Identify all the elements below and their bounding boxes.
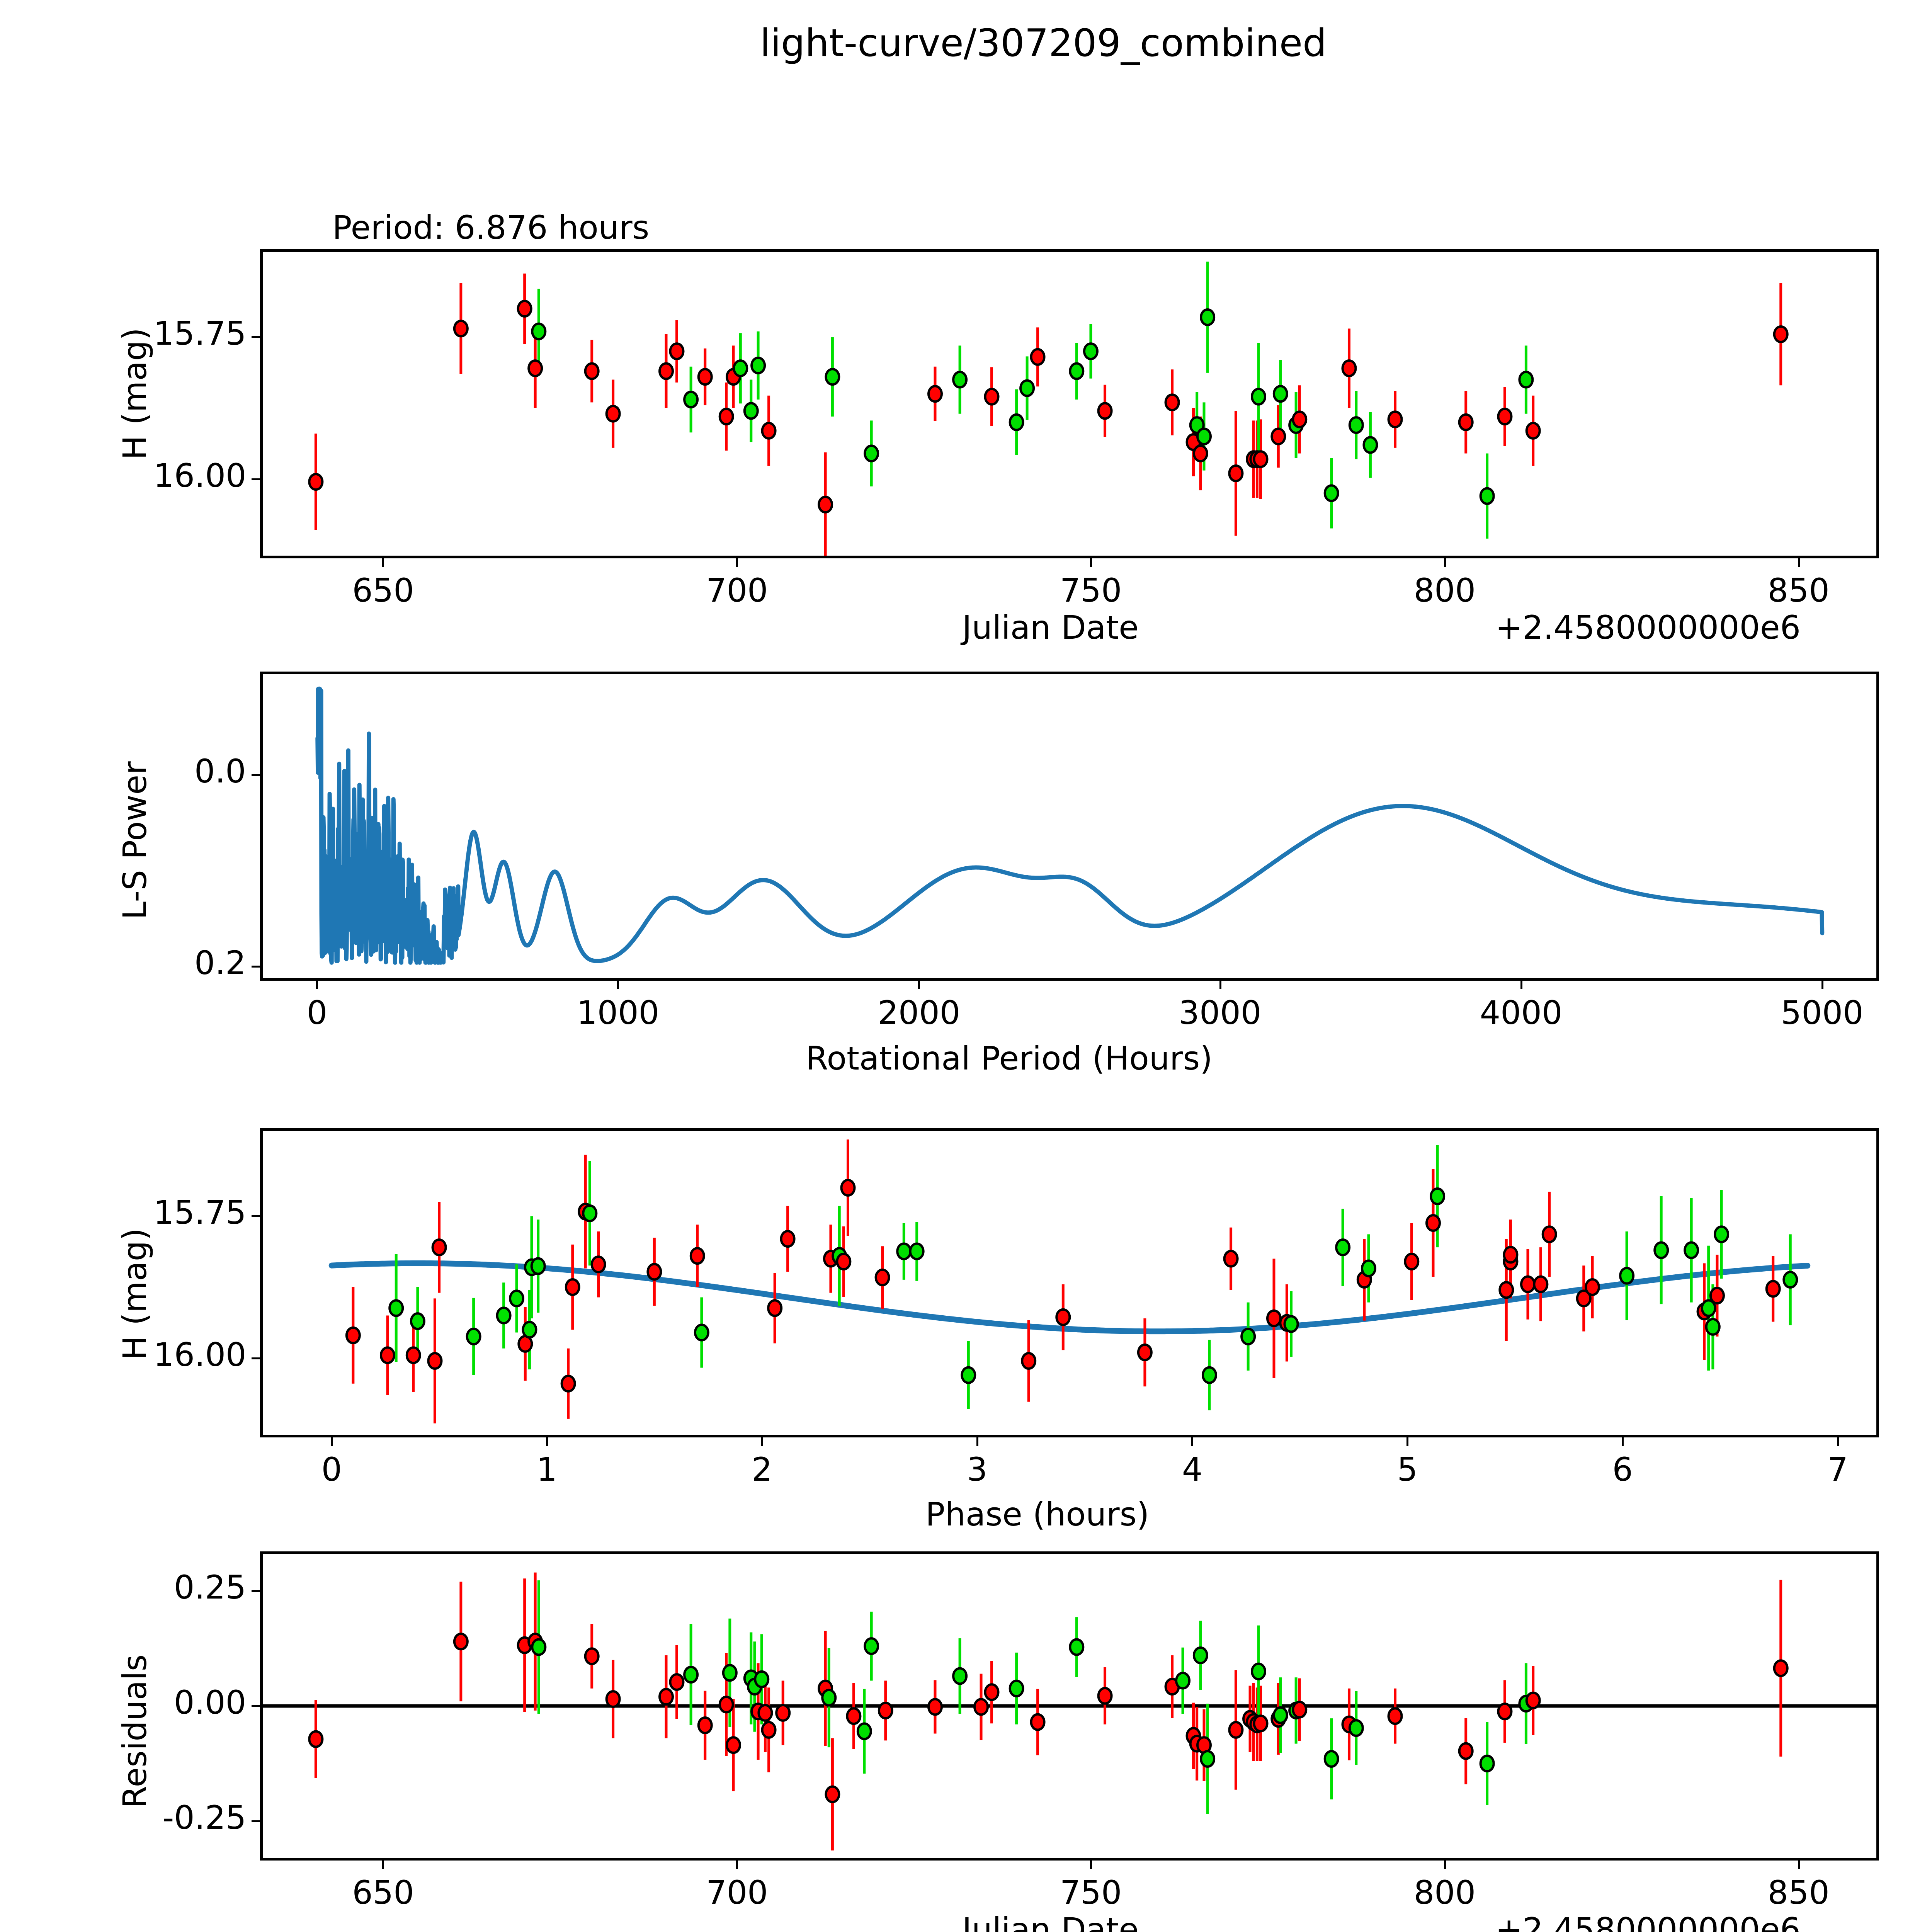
periodogram-x-tick (1520, 981, 1522, 989)
residuals-ylabel: Residuals (116, 1654, 154, 1808)
lightcurve-x-tick (1444, 558, 1446, 567)
periodogram-panel (260, 672, 1879, 981)
lightcurve-x-tick (1090, 558, 1092, 567)
periodogram-ylabel: L-S Power (116, 761, 154, 920)
phase-x-label: 7 (1827, 1451, 1848, 1488)
lightcurve-x-tick (736, 558, 738, 567)
residuals-x-tick (1798, 1861, 1800, 1869)
periodogram-x-tick (918, 981, 920, 989)
residuals-y-label: 0.00 (174, 1684, 247, 1721)
phase-x-tick (331, 1437, 333, 1446)
residuals-x-label: 850 (1767, 1874, 1830, 1912)
lightcurve-x-label: 700 (706, 571, 768, 609)
periodogram-x-tick (316, 981, 318, 989)
residuals-y-tick (252, 1590, 260, 1592)
lightcurve-x-tick (1798, 558, 1800, 567)
lightcurve-x-label: 800 (1413, 571, 1476, 609)
phase-x-label: 0 (321, 1451, 342, 1488)
periodogram-x-label: 1000 (577, 994, 660, 1032)
lightcurve-y-label: 15.75 (153, 315, 247, 353)
periodogram-x-tick (1219, 981, 1221, 989)
lightcurve-annotation: Period: 6.876 hours (332, 209, 650, 247)
periodogram-x-tick (1821, 981, 1823, 989)
lightcurve-y-tick (252, 336, 260, 338)
residuals-x-label: 800 (1413, 1874, 1476, 1912)
phase-y-tick (252, 1215, 260, 1218)
phase-x-label: 5 (1397, 1451, 1418, 1488)
residuals-y-tick (252, 1705, 260, 1707)
periodogram-y-label: 0.0 (194, 752, 246, 791)
phase-x-tick (1837, 1437, 1839, 1446)
phase-y-label: 15.75 (153, 1194, 247, 1232)
phase-x-tick (1191, 1437, 1194, 1446)
residuals-y-tick (252, 1820, 260, 1822)
residuals-x-label: 700 (706, 1874, 768, 1912)
phase-panel (260, 1128, 1879, 1437)
phase-y-tick (252, 1357, 260, 1359)
residuals-x-tick (736, 1861, 738, 1869)
phase-xlabel: Phase (hours) (925, 1495, 1150, 1533)
lightcurve-ylabel: H (mag) (116, 327, 154, 460)
figure-title: light-curve/307209_combined (760, 21, 1327, 65)
lightcurve-xlabel: Julian Date (962, 609, 1139, 646)
phase-x-label: 1 (536, 1451, 557, 1488)
phase-x-tick (1621, 1437, 1624, 1446)
residuals-y-label: -0.25 (162, 1798, 247, 1837)
periodogram-x-label: 3000 (1179, 994, 1262, 1032)
residuals-y-label: 0.25 (174, 1568, 247, 1607)
residuals-x-label: 650 (352, 1874, 414, 1912)
periodogram-y-label: 0.2 (194, 944, 246, 982)
lightcurve-y-tick (252, 478, 260, 480)
phase-x-tick (1406, 1437, 1409, 1446)
residuals-offset-text: +2.4580000000e6 (1495, 1911, 1801, 1932)
phase-x-label: 3 (967, 1451, 988, 1488)
phase-x-label: 2 (752, 1451, 772, 1488)
residuals-x-label: 750 (1060, 1874, 1122, 1912)
phase-x-tick (761, 1437, 763, 1446)
lightcurve-y-label: 16.00 (153, 456, 247, 495)
lightcurve-x-tick (382, 558, 384, 567)
phase-x-tick (546, 1437, 548, 1446)
residuals-xlabel: Julian Date (962, 1911, 1139, 1932)
periodogram-x-label: 4000 (1480, 994, 1563, 1032)
residuals-panel (260, 1551, 1879, 1861)
lightcurve-x-label: 650 (352, 571, 414, 609)
lightcurve-panel (260, 249, 1879, 558)
lightcurve-x-label: 750 (1060, 571, 1122, 609)
phase-y-label: 16.00 (153, 1335, 247, 1374)
periodogram-xlabel: Rotational Period (Hours) (806, 1039, 1213, 1077)
residuals-x-tick (1444, 1861, 1446, 1869)
periodogram-x-tick (617, 981, 619, 989)
lightcurve-offset-text: +2.4580000000e6 (1495, 609, 1801, 646)
phase-x-label: 4 (1182, 1451, 1203, 1488)
residuals-x-tick (1090, 1861, 1092, 1869)
periodogram-x-label: 2000 (878, 994, 961, 1032)
periodogram-x-label: 0 (306, 994, 328, 1032)
periodogram-y-tick (252, 966, 260, 968)
residuals-x-tick (382, 1861, 384, 1869)
lightcurve-x-label: 850 (1767, 571, 1830, 609)
phase-x-label: 6 (1612, 1451, 1633, 1488)
phase-x-tick (976, 1437, 978, 1446)
phase-ylabel: H (mag) (116, 1228, 154, 1360)
periodogram-x-label: 5000 (1781, 994, 1864, 1032)
periodogram-y-tick (252, 774, 260, 776)
